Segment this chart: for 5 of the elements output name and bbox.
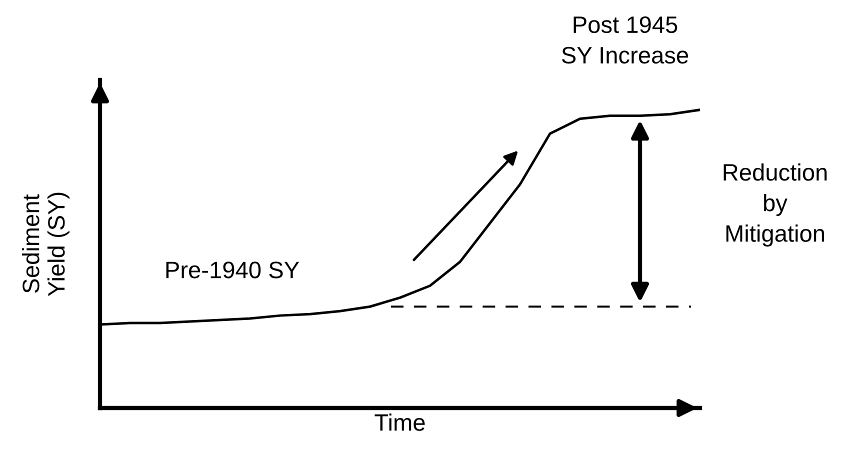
text: Reduction by Mitigation bbox=[724, 163, 827, 247]
x-axis-title: Time bbox=[374, 414, 425, 431]
text: Post 1945 SY Increase bbox=[562, 16, 688, 64]
y-axis-title: Sediment Yield (SY) bbox=[22, 192, 70, 296]
annotation: Pre-1940 SY bbox=[166, 262, 300, 278]
